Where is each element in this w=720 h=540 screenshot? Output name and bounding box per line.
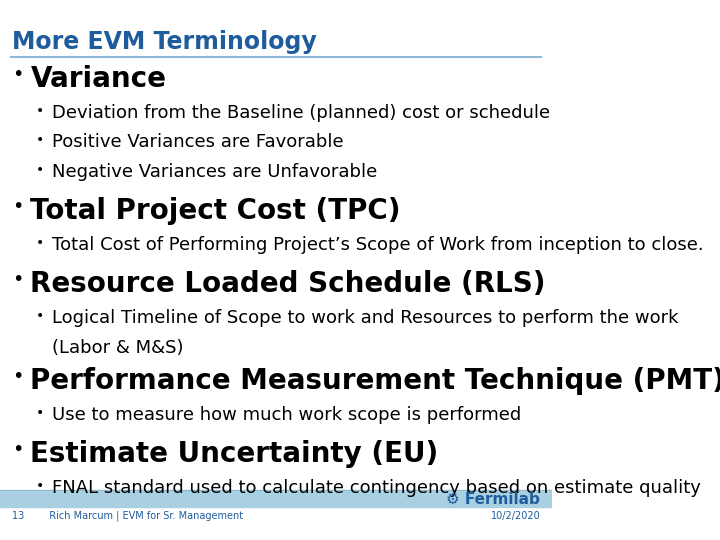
Text: •: • — [36, 406, 44, 420]
Text: Estimate Uncertainty (EU): Estimate Uncertainty (EU) — [30, 440, 438, 468]
Text: Use to measure how much work scope is performed: Use to measure how much work scope is pe… — [53, 406, 522, 424]
Text: •: • — [12, 440, 24, 459]
Text: Logical Timeline of Scope to work and Resources to perform the work: Logical Timeline of Scope to work and Re… — [53, 309, 679, 327]
Text: •: • — [36, 104, 44, 118]
Text: •: • — [36, 163, 44, 177]
Text: Negative Variances are Unfavorable: Negative Variances are Unfavorable — [53, 163, 378, 181]
Text: ⚙ Fermilab: ⚙ Fermilab — [446, 491, 540, 507]
Text: Deviation from the Baseline (planned) cost or schedule: Deviation from the Baseline (planned) co… — [53, 104, 551, 122]
Text: •: • — [12, 270, 24, 289]
Text: •: • — [36, 479, 44, 493]
Text: •: • — [12, 197, 24, 216]
Text: Variance: Variance — [30, 65, 166, 93]
Text: Positive Variances are Favorable: Positive Variances are Favorable — [53, 133, 344, 151]
Text: •: • — [12, 367, 24, 386]
Text: Performance Measurement Technique (PMT): Performance Measurement Technique (PMT) — [30, 367, 720, 395]
Text: (Labor & M&S): (Labor & M&S) — [53, 339, 184, 356]
Text: 10/2/2020: 10/2/2020 — [490, 511, 540, 521]
Bar — [0, 491, 552, 507]
Text: •: • — [36, 133, 44, 147]
Text: •: • — [12, 65, 24, 84]
Text: •: • — [36, 236, 44, 250]
Text: Total Project Cost (TPC): Total Project Cost (TPC) — [30, 197, 401, 225]
Text: Resource Loaded Schedule (RLS): Resource Loaded Schedule (RLS) — [30, 270, 546, 298]
Text: More EVM Terminology: More EVM Terminology — [12, 30, 317, 53]
Text: •: • — [36, 309, 44, 323]
Text: FNAL standard used to calculate contingency based on estimate quality: FNAL standard used to calculate continge… — [53, 479, 701, 497]
Text: 13        Rich Marcum | EVM for Sr. Management: 13 Rich Marcum | EVM for Sr. Management — [12, 510, 243, 521]
Text: Total Cost of Performing Project’s Scope of Work from inception to close.: Total Cost of Performing Project’s Scope… — [53, 236, 704, 254]
